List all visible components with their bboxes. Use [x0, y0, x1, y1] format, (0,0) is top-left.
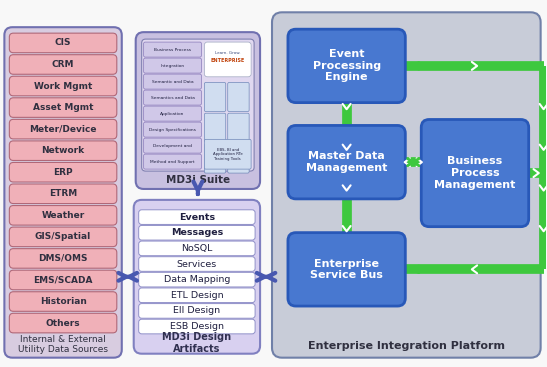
FancyBboxPatch shape: [205, 113, 226, 142]
Text: Network: Network: [42, 146, 85, 155]
Text: Master Data
Management: Master Data Management: [306, 151, 387, 173]
FancyBboxPatch shape: [205, 42, 251, 77]
Text: Others: Others: [46, 319, 80, 328]
FancyBboxPatch shape: [9, 184, 117, 204]
FancyBboxPatch shape: [9, 33, 117, 53]
Text: ESB Design: ESB Design: [170, 322, 224, 331]
Text: EBS, BI and
Application RTe
Training Tools: EBS, BI and Application RTe Training Too…: [213, 148, 243, 161]
Text: ETRM: ETRM: [49, 189, 77, 198]
FancyBboxPatch shape: [144, 154, 201, 169]
FancyBboxPatch shape: [9, 227, 117, 247]
FancyBboxPatch shape: [228, 144, 249, 173]
FancyBboxPatch shape: [142, 39, 254, 171]
FancyBboxPatch shape: [144, 74, 201, 89]
FancyBboxPatch shape: [139, 304, 255, 318]
Text: Application: Application: [160, 112, 185, 116]
FancyBboxPatch shape: [144, 58, 201, 73]
Text: Services: Services: [177, 259, 217, 269]
FancyBboxPatch shape: [9, 55, 117, 74]
FancyBboxPatch shape: [9, 313, 117, 333]
Text: Learn. Grow.: Learn. Grow.: [215, 51, 241, 55]
Text: ETL Design: ETL Design: [171, 291, 223, 300]
Text: Internal & External
Utility Data Sources: Internal & External Utility Data Sources: [18, 335, 108, 355]
FancyBboxPatch shape: [9, 98, 117, 117]
Text: Semantics and Data: Semantics and Data: [150, 95, 194, 99]
FancyBboxPatch shape: [139, 288, 255, 303]
Text: Integration: Integration: [160, 63, 184, 68]
Text: ENTERPRISE: ENTERPRISE: [211, 58, 245, 63]
FancyBboxPatch shape: [9, 292, 117, 311]
FancyBboxPatch shape: [144, 106, 201, 121]
Text: EMS/SCADA: EMS/SCADA: [33, 276, 93, 284]
Text: Method and Support: Method and Support: [150, 160, 195, 164]
FancyBboxPatch shape: [144, 42, 201, 57]
FancyBboxPatch shape: [288, 233, 405, 306]
Text: GIS/Spatial: GIS/Spatial: [35, 232, 91, 241]
Text: EII Design: EII Design: [173, 306, 220, 315]
Text: Work Mgmt: Work Mgmt: [34, 81, 92, 91]
FancyBboxPatch shape: [139, 225, 255, 240]
FancyBboxPatch shape: [9, 249, 117, 268]
Text: Business Process: Business Process: [154, 48, 191, 52]
Text: CIS: CIS: [55, 39, 71, 47]
FancyBboxPatch shape: [205, 83, 226, 112]
Text: NoSQL: NoSQL: [181, 244, 213, 253]
Text: Historian: Historian: [39, 297, 86, 306]
FancyBboxPatch shape: [228, 83, 249, 112]
FancyBboxPatch shape: [139, 272, 255, 287]
Text: MD3i Design
Artifacts: MD3i Design Artifacts: [162, 332, 231, 353]
FancyBboxPatch shape: [9, 141, 117, 160]
Text: ERP: ERP: [53, 168, 73, 177]
FancyBboxPatch shape: [272, 12, 540, 358]
FancyBboxPatch shape: [9, 270, 117, 290]
Text: Design Specifications: Design Specifications: [149, 128, 196, 132]
Text: Semantic and Data: Semantic and Data: [152, 80, 193, 84]
FancyBboxPatch shape: [9, 206, 117, 225]
FancyBboxPatch shape: [205, 144, 226, 173]
Text: DMS/OMS: DMS/OMS: [38, 254, 88, 263]
FancyBboxPatch shape: [288, 126, 405, 199]
FancyBboxPatch shape: [139, 210, 255, 225]
FancyBboxPatch shape: [139, 319, 255, 334]
FancyBboxPatch shape: [421, 120, 529, 227]
Text: Weather: Weather: [42, 211, 85, 220]
FancyBboxPatch shape: [136, 32, 260, 189]
Text: Meter/Device: Meter/Device: [30, 125, 97, 134]
FancyBboxPatch shape: [9, 119, 117, 139]
FancyBboxPatch shape: [4, 27, 122, 358]
FancyBboxPatch shape: [228, 113, 249, 142]
FancyBboxPatch shape: [139, 241, 255, 256]
Text: MD3i Suite: MD3i Suite: [166, 175, 230, 185]
Text: Events: Events: [179, 212, 215, 222]
Text: Messages: Messages: [171, 228, 223, 237]
FancyBboxPatch shape: [144, 90, 201, 105]
Text: Business
Process
Management: Business Process Management: [434, 156, 516, 190]
Text: Enterprise Integration Platform: Enterprise Integration Platform: [308, 341, 505, 351]
Text: CRM: CRM: [52, 60, 74, 69]
FancyBboxPatch shape: [133, 200, 260, 354]
FancyBboxPatch shape: [9, 76, 117, 96]
FancyBboxPatch shape: [9, 163, 117, 182]
FancyBboxPatch shape: [144, 138, 201, 153]
FancyBboxPatch shape: [205, 139, 251, 169]
Text: Development and: Development and: [153, 143, 192, 148]
FancyBboxPatch shape: [288, 29, 405, 103]
Text: Asset Mgmt: Asset Mgmt: [33, 103, 94, 112]
FancyBboxPatch shape: [144, 122, 201, 137]
Text: Data Mapping: Data Mapping: [164, 275, 230, 284]
Text: Enterprise
Service Bus: Enterprise Service Bus: [310, 258, 383, 280]
Text: Event
Processing
Engine: Event Processing Engine: [312, 49, 381, 83]
FancyBboxPatch shape: [139, 257, 255, 271]
